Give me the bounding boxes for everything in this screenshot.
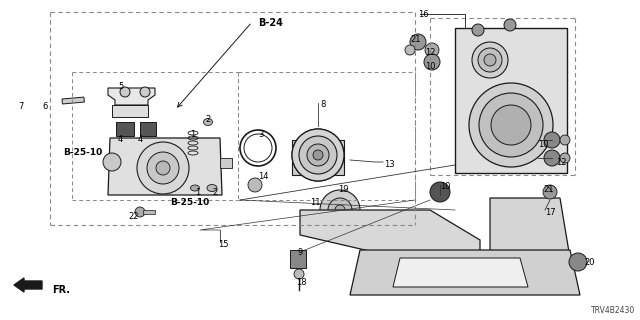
- Circle shape: [504, 19, 516, 31]
- Text: 2: 2: [212, 188, 217, 197]
- Ellipse shape: [207, 185, 217, 191]
- Circle shape: [491, 105, 531, 145]
- Text: B-25-10: B-25-10: [170, 198, 209, 207]
- Circle shape: [140, 87, 150, 97]
- Bar: [116, 122, 134, 136]
- Circle shape: [472, 24, 484, 36]
- Text: B-25-10: B-25-10: [63, 148, 102, 157]
- Ellipse shape: [191, 185, 200, 191]
- Circle shape: [103, 153, 121, 171]
- Text: 8: 8: [320, 100, 325, 109]
- Circle shape: [156, 161, 170, 175]
- Circle shape: [248, 178, 262, 192]
- Bar: [220, 158, 232, 168]
- Text: 4: 4: [118, 135, 124, 144]
- Polygon shape: [393, 258, 528, 287]
- Text: 3: 3: [258, 130, 264, 139]
- Circle shape: [410, 34, 426, 50]
- Text: B-24: B-24: [258, 18, 283, 28]
- Circle shape: [472, 42, 508, 78]
- Circle shape: [544, 132, 560, 148]
- Text: 11: 11: [310, 198, 321, 207]
- Polygon shape: [108, 88, 155, 105]
- Text: 12: 12: [556, 158, 566, 167]
- Text: 1: 1: [190, 130, 195, 139]
- Text: 21: 21: [543, 185, 554, 194]
- Text: 5: 5: [118, 82, 124, 91]
- Text: 6: 6: [42, 102, 47, 111]
- Polygon shape: [490, 198, 572, 270]
- Ellipse shape: [292, 129, 344, 181]
- Circle shape: [328, 198, 352, 222]
- Text: 2: 2: [205, 115, 211, 124]
- Circle shape: [335, 205, 345, 215]
- Circle shape: [147, 152, 179, 184]
- Circle shape: [560, 153, 570, 163]
- Circle shape: [425, 43, 439, 57]
- Circle shape: [560, 135, 570, 145]
- Text: 14: 14: [258, 172, 269, 181]
- Circle shape: [479, 93, 543, 157]
- Circle shape: [430, 182, 450, 202]
- Circle shape: [294, 269, 304, 279]
- Circle shape: [424, 54, 440, 70]
- Ellipse shape: [313, 150, 323, 160]
- Circle shape: [544, 150, 560, 166]
- Ellipse shape: [307, 144, 329, 166]
- Circle shape: [137, 142, 189, 194]
- Ellipse shape: [299, 136, 337, 174]
- Bar: [112, 105, 148, 117]
- Bar: [143, 210, 155, 214]
- Polygon shape: [300, 210, 480, 270]
- Bar: [290, 250, 306, 268]
- Text: 19: 19: [338, 185, 349, 194]
- Circle shape: [120, 87, 130, 97]
- Text: TRV4B2430: TRV4B2430: [591, 306, 635, 315]
- Circle shape: [320, 190, 360, 230]
- Text: 18: 18: [296, 278, 307, 287]
- Text: 10: 10: [538, 140, 548, 149]
- Circle shape: [478, 48, 502, 72]
- Text: 10: 10: [440, 182, 451, 191]
- Circle shape: [543, 185, 557, 199]
- Bar: [455, 28, 567, 173]
- Ellipse shape: [292, 129, 344, 181]
- Text: 4: 4: [138, 135, 143, 144]
- Ellipse shape: [299, 136, 337, 174]
- Polygon shape: [108, 138, 222, 195]
- Polygon shape: [350, 250, 580, 295]
- Text: 9: 9: [298, 248, 303, 257]
- Text: 15: 15: [218, 240, 228, 249]
- Text: 22: 22: [128, 212, 138, 221]
- Bar: [140, 122, 156, 136]
- FancyArrow shape: [14, 278, 42, 292]
- Text: 7: 7: [18, 102, 24, 111]
- Text: 16: 16: [418, 10, 429, 19]
- Text: 13: 13: [384, 160, 395, 169]
- Text: 12: 12: [425, 48, 435, 57]
- Text: 1: 1: [195, 188, 200, 197]
- Text: 21: 21: [410, 35, 420, 44]
- Text: 10: 10: [425, 62, 435, 71]
- Ellipse shape: [204, 118, 212, 125]
- Circle shape: [484, 54, 496, 66]
- Text: FR.: FR.: [52, 285, 70, 295]
- Ellipse shape: [307, 144, 329, 166]
- Text: 20: 20: [584, 258, 595, 267]
- Circle shape: [135, 207, 145, 217]
- Circle shape: [405, 45, 415, 55]
- Ellipse shape: [313, 150, 323, 160]
- Circle shape: [569, 253, 587, 271]
- Polygon shape: [292, 140, 344, 175]
- Text: 17: 17: [545, 208, 556, 217]
- Circle shape: [469, 83, 553, 167]
- Bar: [62, 97, 84, 104]
